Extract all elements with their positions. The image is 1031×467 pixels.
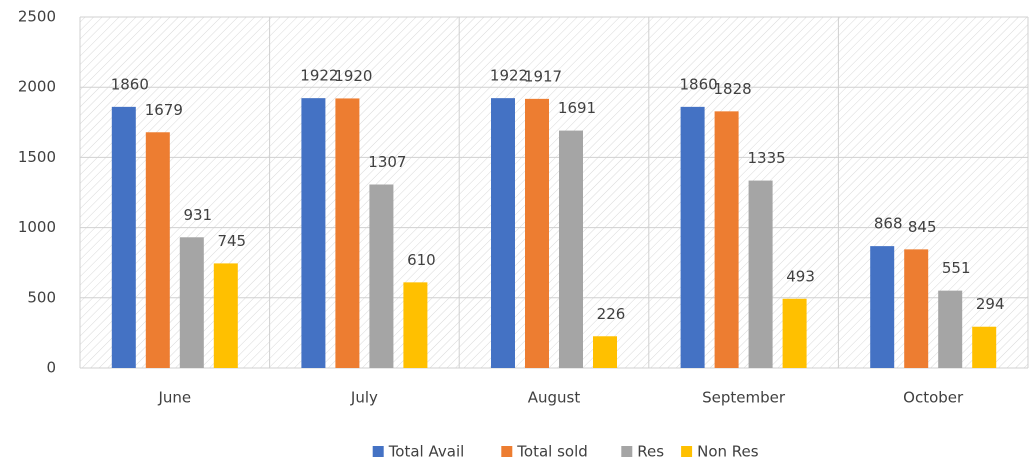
data-label: 1860 (680, 75, 718, 93)
legend-label: Non Res (697, 443, 759, 461)
data-label: 226 (597, 305, 626, 323)
bar (491, 98, 515, 369)
bar (403, 282, 428, 368)
bar (179, 237, 204, 368)
data-label: 1828 (714, 80, 752, 98)
data-label: 1679 (145, 101, 183, 119)
data-label: 868 (874, 215, 903, 233)
data-label: 1691 (558, 99, 596, 117)
bar (870, 246, 895, 368)
x-tick-label: October (903, 389, 964, 407)
y-tick-label: 500 (27, 288, 56, 306)
y-tick-label: 2500 (18, 8, 56, 26)
legend-label: Res (637, 443, 664, 461)
data-label: 1307 (368, 153, 406, 171)
bar (904, 249, 929, 368)
bar (369, 184, 394, 368)
plot-background (80, 17, 1028, 368)
x-tick-label: September (702, 389, 786, 407)
data-label: 745 (217, 232, 246, 250)
bar (559, 130, 583, 368)
data-label: 1335 (748, 149, 786, 167)
bar (213, 263, 238, 368)
legend-swatch (501, 446, 513, 457)
y-tick-label: 0 (46, 359, 56, 377)
bar (111, 106, 136, 368)
bar (593, 336, 617, 368)
data-label: 1922 (490, 67, 528, 85)
bar (782, 298, 807, 368)
data-label: 1917 (524, 67, 562, 85)
bar (972, 326, 997, 368)
x-tick-label: July (350, 389, 378, 407)
x-tick-label: June (157, 389, 191, 407)
data-label: 1920 (334, 67, 372, 85)
y-tick-label: 2000 (18, 78, 56, 96)
bar (145, 132, 170, 368)
y-tick-label: 1500 (18, 148, 56, 166)
data-label: 1860 (111, 75, 149, 93)
legend-swatch (681, 446, 693, 457)
data-label: 931 (183, 206, 212, 224)
legend-label: Total Avail (388, 443, 465, 461)
y-tick-label: 1000 (18, 218, 56, 236)
data-label: 610 (407, 251, 436, 269)
legend-label: Total sold (516, 443, 587, 461)
data-label: 294 (976, 295, 1005, 313)
data-label: 551 (942, 259, 971, 277)
data-label: 493 (786, 267, 815, 285)
bar (680, 106, 705, 368)
legend-swatch (621, 446, 633, 457)
x-tick-label: August (528, 389, 581, 407)
bar (525, 98, 549, 368)
bar (748, 180, 773, 368)
data-label: 845 (908, 218, 937, 236)
bar (335, 98, 360, 368)
bar (714, 111, 739, 368)
bar (938, 290, 963, 368)
data-label: 1922 (300, 67, 338, 85)
legend-swatch (372, 446, 384, 457)
bar (301, 98, 326, 369)
